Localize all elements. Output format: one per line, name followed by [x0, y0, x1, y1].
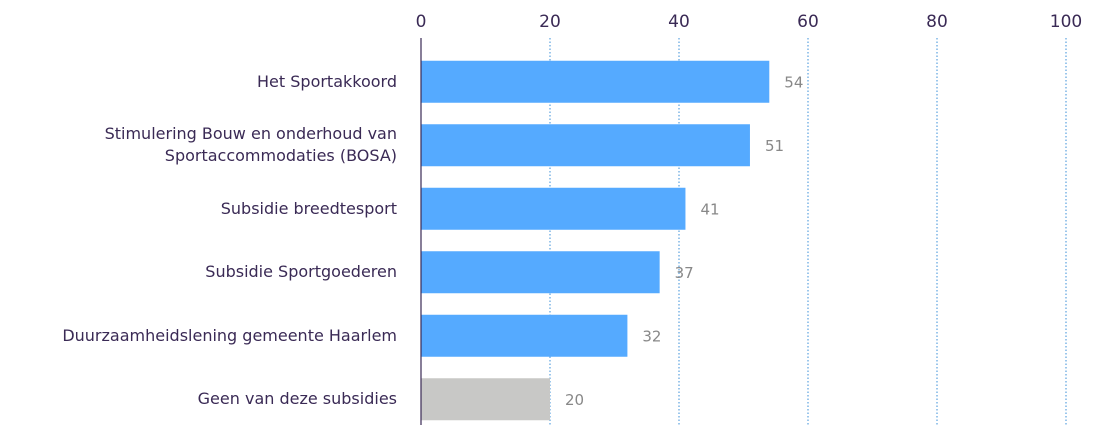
bar — [421, 187, 686, 230]
bar — [421, 124, 750, 167]
x-tick-label: 100 — [1050, 12, 1082, 32]
value-label: 32 — [642, 327, 661, 345]
x-tick-label: 0 — [416, 12, 427, 32]
value-label: 41 — [700, 200, 719, 218]
value-label: 54 — [784, 73, 803, 91]
value-label: 51 — [765, 137, 784, 155]
bar — [421, 60, 770, 103]
category-label: Subsidie Sportgoederen — [205, 262, 397, 282]
category-label: Het Sportakkoord — [257, 71, 397, 91]
x-tick-label: 60 — [797, 12, 819, 32]
category-label: Stimulering Bouw en onderhoud van Sporta… — [104, 124, 397, 166]
value-label: 37 — [675, 264, 694, 282]
bar — [421, 378, 550, 421]
x-tick-label: 80 — [926, 12, 948, 32]
x-tick-label: 20 — [539, 12, 561, 32]
category-label: Subsidie breedtesport — [220, 198, 397, 218]
x-tick-label: 40 — [668, 12, 690, 32]
bar — [421, 314, 628, 357]
category-label: Geen van deze subsidies — [197, 389, 397, 409]
category-label: Duurzaamheidslening gemeente Haarlem — [62, 325, 397, 345]
value-label: 20 — [565, 391, 584, 409]
bar — [421, 251, 660, 294]
